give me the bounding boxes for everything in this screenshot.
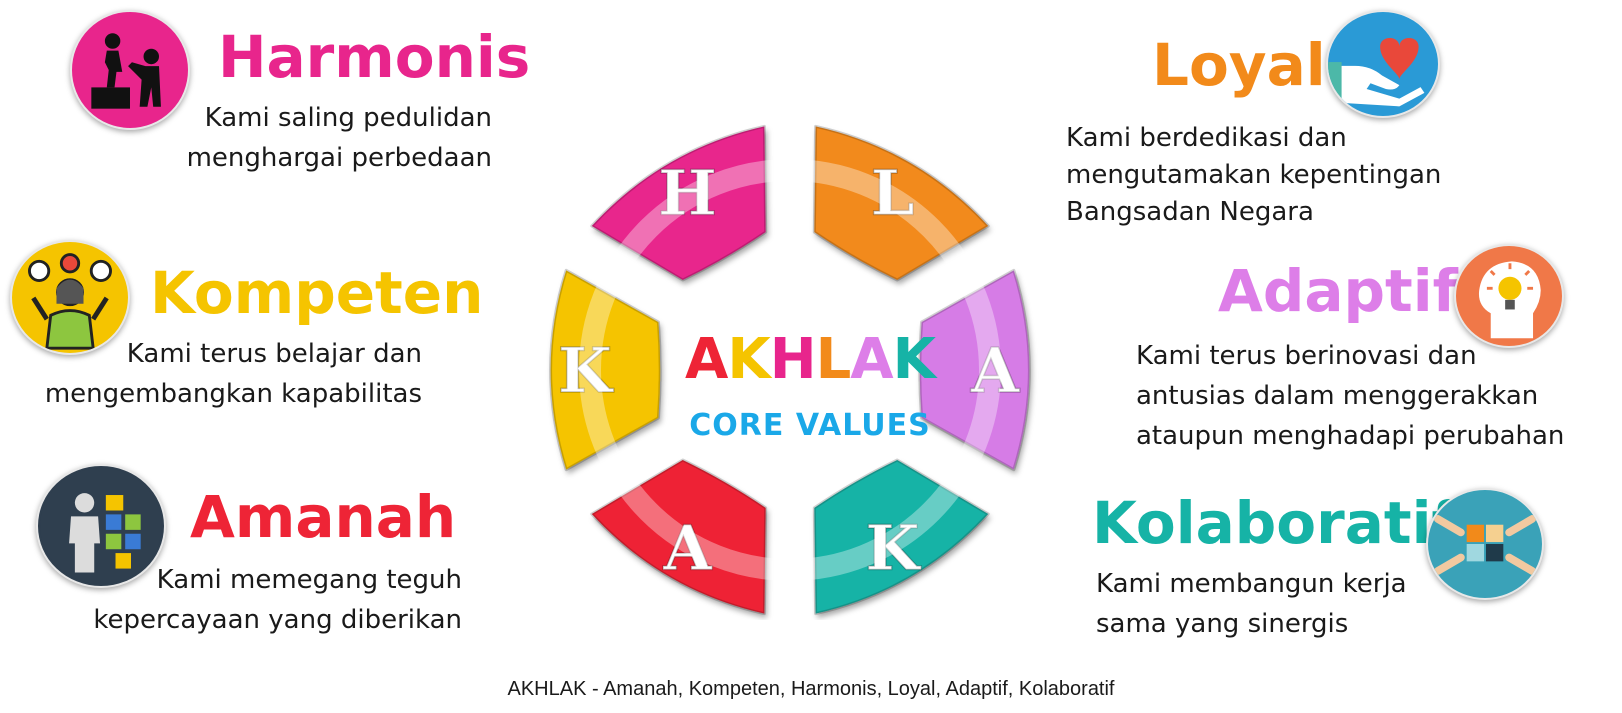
- amanah-icon: [36, 464, 166, 588]
- petal-letter-l-1: L: [871, 156, 915, 229]
- harmonis-title: Harmonis: [218, 23, 531, 91]
- petal-a-4: A: [590, 458, 768, 616]
- petal-k-5: K: [549, 268, 662, 472]
- core-values-subtitle: CORE VALUES: [689, 408, 931, 443]
- harmonis-line-1: Kami saling pedulidan: [204, 103, 492, 133]
- harmonis-icon: [70, 10, 190, 130]
- amanah-line-1: Kami memegang teguh: [156, 565, 462, 595]
- adaptif-icon: [1454, 244, 1564, 348]
- kolaboratif-line-2: sama yang sinergis: [1096, 609, 1349, 639]
- kompeten-icon: [10, 240, 130, 355]
- akhlak-center-title: AKHLAK: [650, 332, 970, 388]
- adaptif-line-1: Kami terus berinovasi dan: [1136, 341, 1477, 371]
- amanah-line-2: kepercayaan yang diberikan: [93, 605, 462, 635]
- loyal-description: Kami berdedikasi dan mengutamakan kepent…: [1066, 120, 1441, 231]
- center-letter-h: H: [769, 327, 817, 392]
- petal-h-0: H: [590, 124, 768, 282]
- amanah-title: Amanah: [190, 483, 457, 551]
- kolaboratif-line-1: Kami membangun kerja: [1096, 569, 1407, 599]
- petal-letter-h-0: H: [658, 156, 717, 229]
- adaptif-line-3: ataupun menghadapi perubahan: [1136, 421, 1565, 451]
- kompeten-description: Kami terus belajar dan mengembangkan kap…: [40, 334, 422, 414]
- harmonis-description: Kami saling pedulidan menghargai perbeda…: [150, 98, 492, 178]
- petal-letter-a-2: A: [970, 334, 1020, 407]
- petal-a-2: A: [918, 268, 1031, 472]
- loyal-title: Loyal: [1152, 31, 1326, 99]
- amanah-description: Kami memegang teguh kepercayaan yang dib…: [80, 560, 462, 640]
- adaptif-title: Adaptif: [1218, 257, 1458, 325]
- adaptif-description: Kami terus berinovasi dan antusias dalam…: [1136, 336, 1564, 456]
- kompeten-title: Kompeten: [150, 259, 484, 327]
- caption: AKHLAK - Amanah, Kompeten, Harmonis, Loy…: [507, 678, 1115, 700]
- kompeten-line-2: mengembangkan kapabilitas: [44, 379, 422, 409]
- petal-letter-k-5: K: [558, 334, 614, 407]
- center-letter-a1: A: [684, 327, 728, 392]
- kolaboratif-description: Kami membangun kerja sama yang sinergis: [1096, 564, 1407, 644]
- harmonis-line-2: menghargai perbedaan: [186, 143, 492, 173]
- center-letter-k1: K: [727, 327, 770, 392]
- loyal-line-3: Bangsadan Negara: [1066, 197, 1314, 227]
- center-letter-k2: K: [892, 327, 936, 392]
- loyal-line-2: mengutamakan kepentingan: [1066, 160, 1442, 190]
- loyal-line-1: Kami berdedikasi dan: [1066, 123, 1347, 153]
- petal-letter-a-4: A: [662, 512, 712, 585]
- petal-k-3: K: [812, 458, 990, 616]
- center-letter-l: L: [815, 327, 852, 392]
- kompeten-line-1: Kami terus belajar dan: [126, 339, 422, 369]
- adaptif-line-2: antusias dalam menggerakkan: [1136, 381, 1539, 411]
- kolaboratif-icon: [1426, 488, 1544, 600]
- loyal-icon: [1326, 10, 1440, 118]
- kolaboratif-title: Kolaboratif: [1092, 489, 1457, 557]
- petal-l-1: L: [812, 124, 990, 282]
- center-letter-a2: A: [850, 327, 893, 392]
- petal-letter-k-3: K: [866, 512, 922, 585]
